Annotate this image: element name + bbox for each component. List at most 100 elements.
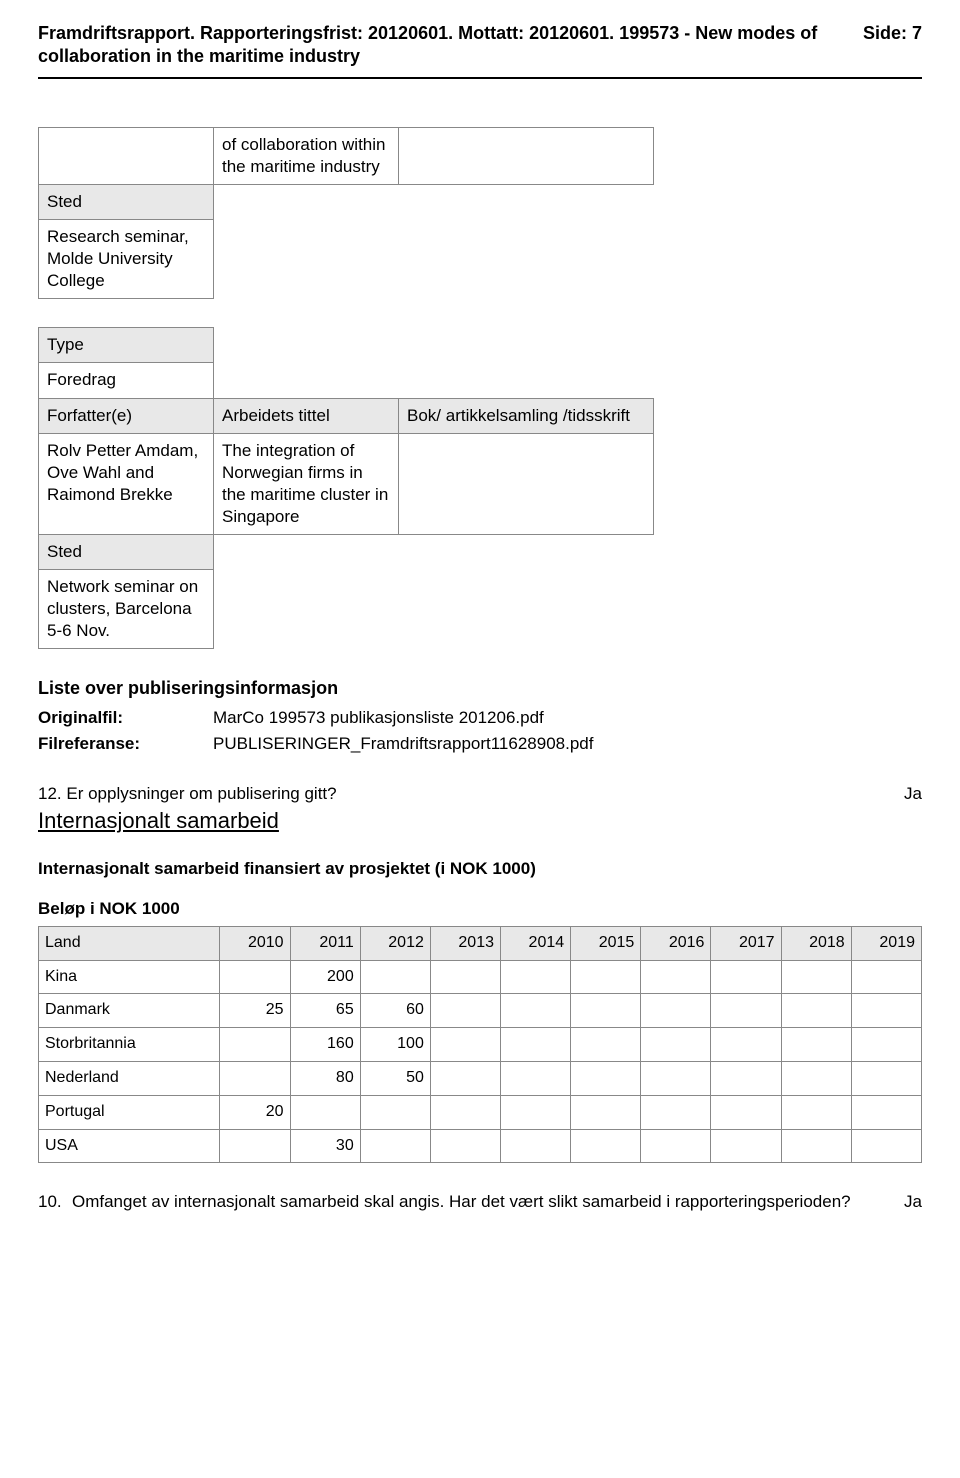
value-cell (641, 994, 711, 1028)
value-cell (641, 1028, 711, 1062)
value-cell (851, 1028, 921, 1062)
land-cell: Portugal (39, 1095, 220, 1129)
value-cell (501, 994, 571, 1028)
value-cell (711, 1062, 781, 1096)
value-cell (220, 1129, 290, 1163)
value-cell (711, 1095, 781, 1129)
sted-value-2: Network seminar on clusters, Barcelona 5… (39, 570, 214, 649)
bok-label: Bok/ artikkelsamling /tidsskrift (399, 398, 654, 433)
filref-row: Filreferanse: PUBLISERINGER_Framdriftsra… (38, 733, 922, 755)
value-cell (711, 1129, 781, 1163)
value-cell: 60 (360, 994, 430, 1028)
land-cell: Storbritannia (39, 1028, 220, 1062)
table-header-row: Land 2010 2011 2012 2013 2014 2015 2016 … (39, 926, 922, 960)
table-row: Danmark256560 (39, 994, 922, 1028)
value-cell (851, 1062, 921, 1096)
value-cell (711, 960, 781, 994)
value-cell (501, 1028, 571, 1062)
col-2012: 2012 (360, 926, 430, 960)
value-cell (851, 1095, 921, 1129)
value-cell (641, 1095, 711, 1129)
value-cell (781, 1062, 851, 1096)
col-2010: 2010 (220, 926, 290, 960)
page-number: Side: 7 (843, 22, 922, 45)
bok-value (399, 433, 654, 534)
col-2011: 2011 (290, 926, 360, 960)
sted-value: Research seminar, Molde University Colle… (39, 220, 214, 299)
originalfil-row: Originalfil: MarCo 199573 publikasjonsli… (38, 707, 922, 729)
q12-text: 12. Er opplysninger om publisering gitt? (38, 783, 904, 805)
q10-num: 10. (38, 1191, 72, 1213)
table-row: Kina200 (39, 960, 922, 994)
value-cell (290, 1095, 360, 1129)
value-cell: 20 (220, 1095, 290, 1129)
value-cell: 50 (360, 1062, 430, 1096)
col-2018: 2018 (781, 926, 851, 960)
q10-answer: Ja (904, 1191, 922, 1213)
land-cell: Nederland (39, 1062, 220, 1096)
arbeid-label: Arbeidets tittel (214, 398, 399, 433)
value-cell (360, 960, 430, 994)
col-2015: 2015 (571, 926, 641, 960)
value-cell (220, 960, 290, 994)
type-label: Type (39, 328, 214, 363)
table-row: Storbritannia160100 (39, 1028, 922, 1062)
value-cell: 200 (290, 960, 360, 994)
value-cell (430, 1095, 500, 1129)
value-cell (571, 1129, 641, 1163)
forfatter-label: Forfatter(e) (39, 398, 214, 433)
col-2016: 2016 (641, 926, 711, 960)
sted-label: Sted (39, 184, 214, 219)
value-cell (641, 1129, 711, 1163)
value-cell (571, 960, 641, 994)
originalfil-value: MarCo 199573 publikasjonsliste 201206.pd… (213, 707, 922, 729)
col-2017: 2017 (711, 926, 781, 960)
type-value: Foredrag (39, 363, 214, 398)
value-cell: 65 (290, 994, 360, 1028)
page-header: Framdriftsrapport. Rapporteringsfrist: 2… (38, 22, 922, 79)
question-12: 12. Er opplysninger om publisering gitt?… (38, 783, 922, 805)
empty-cell (399, 127, 654, 184)
col-2019: 2019 (851, 926, 921, 960)
value-cell (430, 994, 500, 1028)
value-cell (851, 994, 921, 1028)
value-cell (220, 1062, 290, 1096)
filref-label: Filreferanse: (38, 733, 213, 755)
land-cell: Danmark (39, 994, 220, 1028)
q10-text: Omfanget av internasjonalt samarbeid ska… (72, 1191, 884, 1213)
collab-text: of collaboration within the maritime ind… (214, 127, 399, 184)
value-cell (360, 1095, 430, 1129)
value-cell (430, 1028, 500, 1062)
forfatter-value: Rolv Petter Amdam, Ove Wahl and Raimond … (39, 433, 214, 534)
arbeid-value: The integration of Norwegian firms in th… (214, 433, 399, 534)
value-cell (430, 1062, 500, 1096)
value-cell (430, 1129, 500, 1163)
originalfil-label: Originalfil: (38, 707, 213, 729)
value-cell (360, 1129, 430, 1163)
value-cell (781, 960, 851, 994)
value-cell (501, 1062, 571, 1096)
value-cell: 25 (220, 994, 290, 1028)
value-cell (571, 1095, 641, 1129)
value-cell (571, 1062, 641, 1096)
belop-label: Beløp i NOK 1000 (38, 898, 922, 920)
value-cell (781, 994, 851, 1028)
value-cell (851, 960, 921, 994)
value-cell (501, 960, 571, 994)
q12-answer: Ja (904, 783, 922, 805)
value-cell (781, 1095, 851, 1129)
value-cell: 30 (290, 1129, 360, 1163)
value-cell (781, 1129, 851, 1163)
header-title: Framdriftsrapport. Rapporteringsfrist: 2… (38, 22, 843, 69)
info-block-2: Type Foredrag Forfatter(e) Arbeidets tit… (38, 327, 654, 649)
value-cell (501, 1129, 571, 1163)
value-cell: 80 (290, 1062, 360, 1096)
intl-heading: Internasjonalt samarbeid (38, 807, 922, 836)
col-2014: 2014 (501, 926, 571, 960)
sted-label-2: Sted (39, 535, 214, 570)
value-cell: 100 (360, 1028, 430, 1062)
value-cell (641, 1062, 711, 1096)
intl-data-table: Land 2010 2011 2012 2013 2014 2015 2016 … (38, 926, 922, 1164)
col-2013: 2013 (430, 926, 500, 960)
intl-subheading: Internasjonalt samarbeid finansiert av p… (38, 858, 922, 880)
